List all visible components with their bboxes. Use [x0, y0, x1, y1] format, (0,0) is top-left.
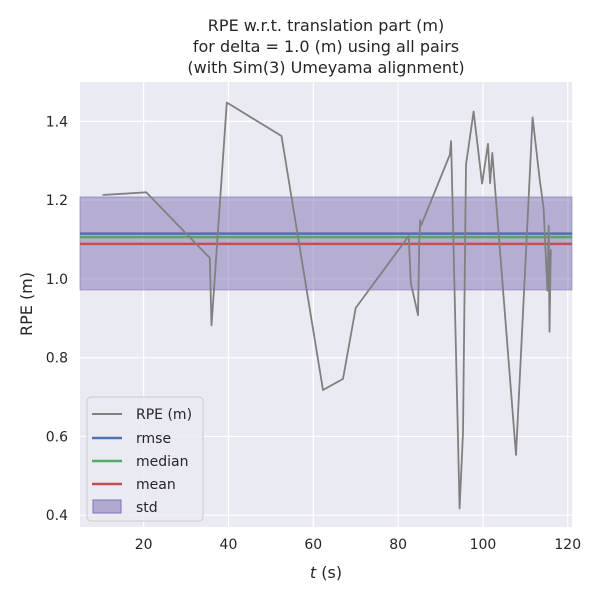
legend-frame: [86, 396, 204, 522]
y-tick-label: 1.2: [46, 193, 68, 209]
y-tick-label: 1.4: [46, 114, 68, 130]
y-tick-label: 0.6: [46, 429, 68, 445]
y-axis-label: RPE (m): [17, 272, 36, 336]
x-tick-label: 60: [304, 537, 322, 553]
x-axis-label: t (s): [310, 563, 342, 582]
legend-median-label: median: [136, 454, 188, 470]
x-tick-label: 40: [220, 537, 238, 553]
legend-mean-label: mean: [136, 477, 176, 493]
x-tick-label: 80: [389, 537, 407, 553]
legend-std-swatch: [92, 499, 122, 514]
legend-std-label: std: [136, 500, 158, 516]
rpe-series-line: [102, 101, 552, 510]
x-axis-label-variable: t: [310, 563, 317, 582]
legend-rmse-label: rmse: [136, 431, 171, 447]
chart-title-line-1: RPE w.r.t. translation part (m): [208, 16, 444, 35]
legend-rpe-label: RPE (m): [136, 407, 192, 423]
y-tick-label: 1.0: [46, 272, 68, 288]
y-tick-label: 0.4: [46, 508, 68, 524]
x-tick-label: 20: [135, 537, 153, 553]
legend: RPE (m) rmse median mean std: [86, 396, 204, 522]
y-tick-label: 0.8: [46, 351, 68, 367]
chart-title-line-2: for delta = 1.0 (m) using all pairs: [193, 37, 459, 56]
x-tick-label: 120: [554, 537, 581, 553]
x-axis-label-unit: (s): [316, 563, 342, 582]
chart-title-line-3: (with Sim(3) Umeyama alignment): [187, 58, 464, 77]
x-tick-label: 100: [470, 537, 497, 553]
